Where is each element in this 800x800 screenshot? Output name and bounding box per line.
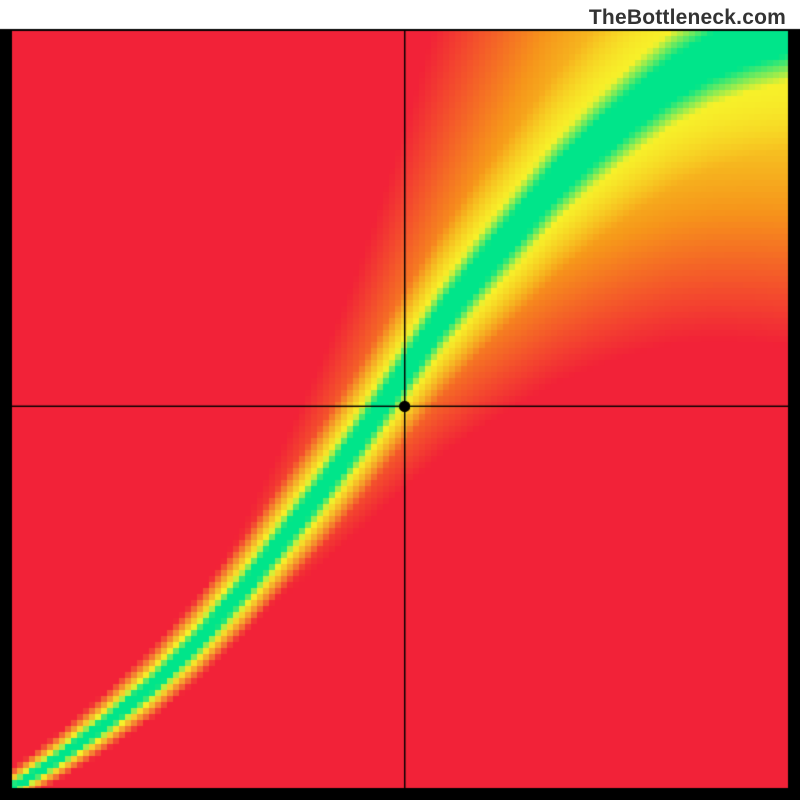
chart-container: TheBottleneck.com	[0, 0, 800, 800]
watermark-text: TheBottleneck.com	[589, 6, 786, 30]
heatmap-canvas	[0, 0, 800, 800]
